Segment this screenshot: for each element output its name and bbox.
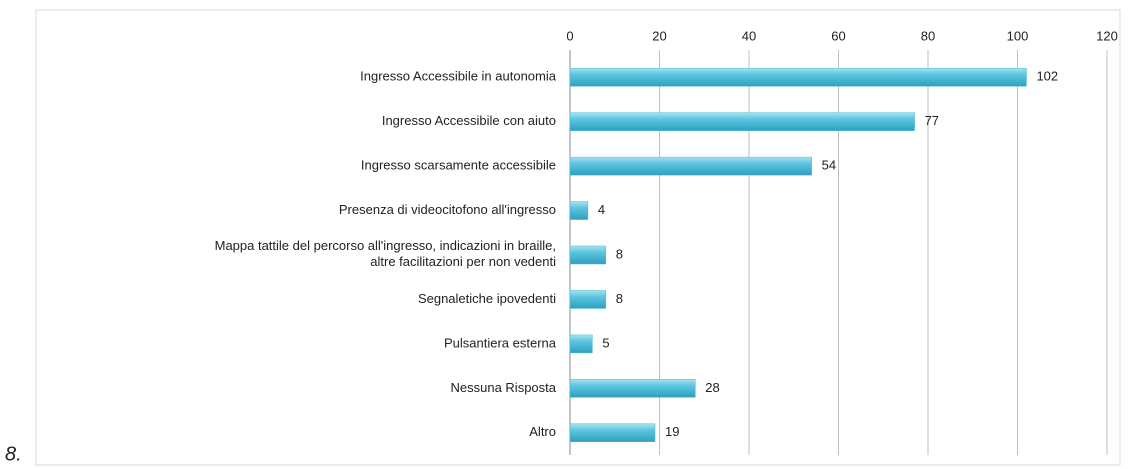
y-tick-label: Nessuna Risposta: [451, 380, 557, 395]
y-tick-label: Altro: [529, 424, 556, 439]
y-tick-label: Ingresso Accessibile in autonomia: [360, 69, 557, 84]
data-label: 5: [602, 335, 609, 350]
y-tick-label: Segnaletiche ipovedenti: [418, 291, 556, 306]
bar: [569, 245, 607, 265]
bar: [569, 423, 656, 443]
y-tick-label: Presenza di videocitofono all'ingresso: [339, 202, 556, 217]
data-label: 19: [665, 424, 679, 439]
x-tick-label: 20: [652, 28, 666, 43]
bar: [569, 112, 915, 131]
x-tick-label: 40: [742, 28, 756, 43]
data-label: 4: [598, 202, 605, 217]
bar: [569, 201, 589, 220]
data-label: 77: [925, 113, 939, 128]
x-tick-label: 80: [921, 28, 935, 43]
data-label: 54: [822, 158, 836, 173]
data-label: 28: [705, 380, 719, 395]
x-tick-label: 100: [1007, 28, 1029, 43]
bar: [569, 67, 1027, 87]
y-tick-label: Pulsantiera esterna: [444, 335, 557, 350]
x-tick-label: 120: [1096, 28, 1118, 43]
chart-frame: [35, 9, 1121, 466]
data-label: 8: [616, 246, 623, 261]
y-tick-label: Mappa tattile del percorso all'ingresso,…: [215, 238, 556, 269]
x-tick-label: 60: [831, 28, 845, 43]
bar: [569, 156, 812, 176]
data-label: 102: [1036, 69, 1058, 84]
bar: [569, 290, 607, 309]
bar: [569, 334, 593, 354]
caption: 8.: [5, 443, 22, 465]
data-label: 8: [616, 291, 623, 306]
y-tick-label: Ingresso scarsamente accessibile: [361, 158, 556, 173]
x-tick-label: 0: [566, 28, 573, 43]
bar: [569, 379, 696, 398]
y-tick-label: Ingresso Accessibile con aiuto: [382, 113, 556, 128]
